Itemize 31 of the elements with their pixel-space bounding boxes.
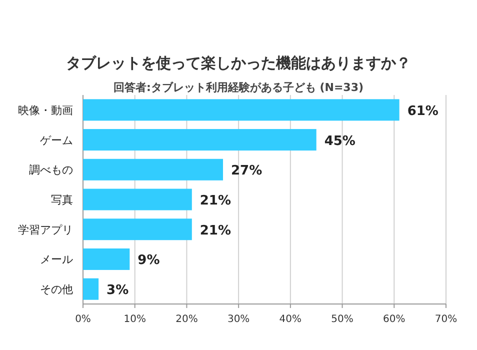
x-tick-label: 10% — [124, 314, 146, 325]
data-label: 9% — [138, 253, 160, 268]
y-tick-label: メール — [40, 253, 73, 266]
y-tick-label: 写真 — [51, 194, 73, 206]
y-tick-label: 映像・動画 — [18, 104, 73, 117]
bar — [83, 248, 130, 270]
chart-subtitle: 回答者:タブレット利用経験がある子ども (N=33) — [113, 81, 364, 94]
data-label: 61% — [407, 104, 438, 119]
bar — [83, 129, 316, 151]
y-tick-label: その他 — [40, 283, 73, 296]
x-tick-label: 40% — [279, 314, 302, 325]
data-label: 3% — [106, 283, 129, 298]
bar — [83, 99, 400, 121]
x-tick-label: 50% — [331, 314, 354, 325]
x-tick-label: 70% — [434, 314, 458, 325]
bar — [83, 218, 192, 240]
x-tick-label: 20% — [176, 314, 198, 325]
x-tick-label: 60% — [383, 314, 406, 325]
data-label: 21% — [200, 194, 232, 208]
data-label: 27% — [231, 164, 262, 179]
y-tick-label: ゲーム — [40, 134, 73, 147]
bar — [83, 158, 224, 180]
x-tick-label: 30% — [227, 314, 250, 325]
data-label: 21% — [200, 223, 232, 238]
x-tick-label: 0% — [75, 314, 91, 325]
chart-title: タブレットを使って楽しかった機能はありますか？ — [66, 54, 411, 72]
bar — [83, 278, 99, 300]
y-tick-label: 学習アプリ — [18, 223, 73, 236]
data-label: 45% — [324, 134, 356, 149]
y-tick-label: 調べもの — [29, 164, 73, 177]
bar — [83, 188, 192, 210]
